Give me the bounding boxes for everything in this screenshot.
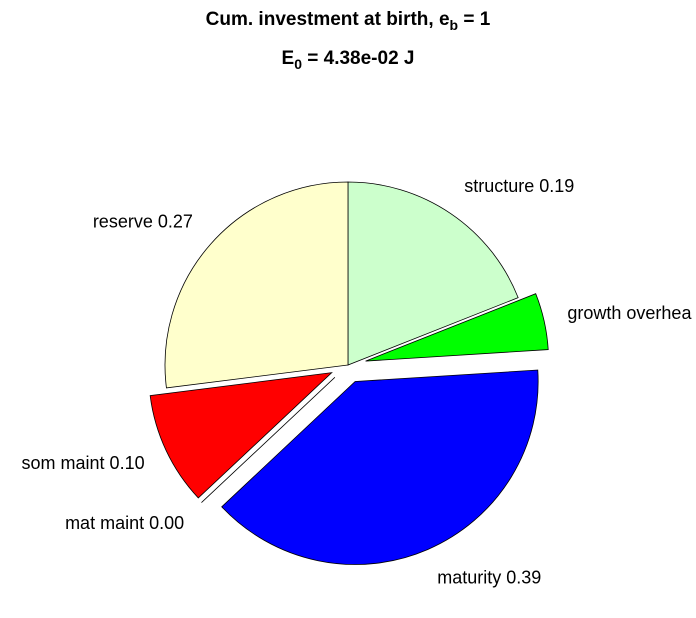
pie-slice (164, 181, 349, 389)
pie-slice (149, 372, 333, 499)
pie-slice (365, 293, 549, 362)
pie-slice (221, 369, 539, 565)
title-text: Cum. investment at birth, e (206, 9, 450, 30)
subtitle-rest: = 4.38e-02 J (302, 48, 415, 69)
slice-label: mat maint 0.00 (65, 513, 184, 533)
chart-subtitle: E0 = 4.38e-02 J (282, 48, 415, 72)
title-rest: = 1 (458, 9, 491, 30)
chart-title: Cum. investment at birth, eb = 1 (206, 9, 491, 33)
slice-label: maturity 0.39 (437, 567, 541, 587)
slice-label: reserve 0.27 (93, 212, 193, 232)
subtitle-text: E (282, 48, 295, 69)
pie-slice (347, 181, 519, 366)
slice-label: structure 0.19 (464, 176, 574, 196)
title-subscript: b (450, 17, 459, 33)
slice-label: som maint 0.10 (22, 453, 145, 473)
slice-label: growth overhea (567, 303, 692, 323)
subtitle-subscript: 0 (294, 56, 302, 72)
